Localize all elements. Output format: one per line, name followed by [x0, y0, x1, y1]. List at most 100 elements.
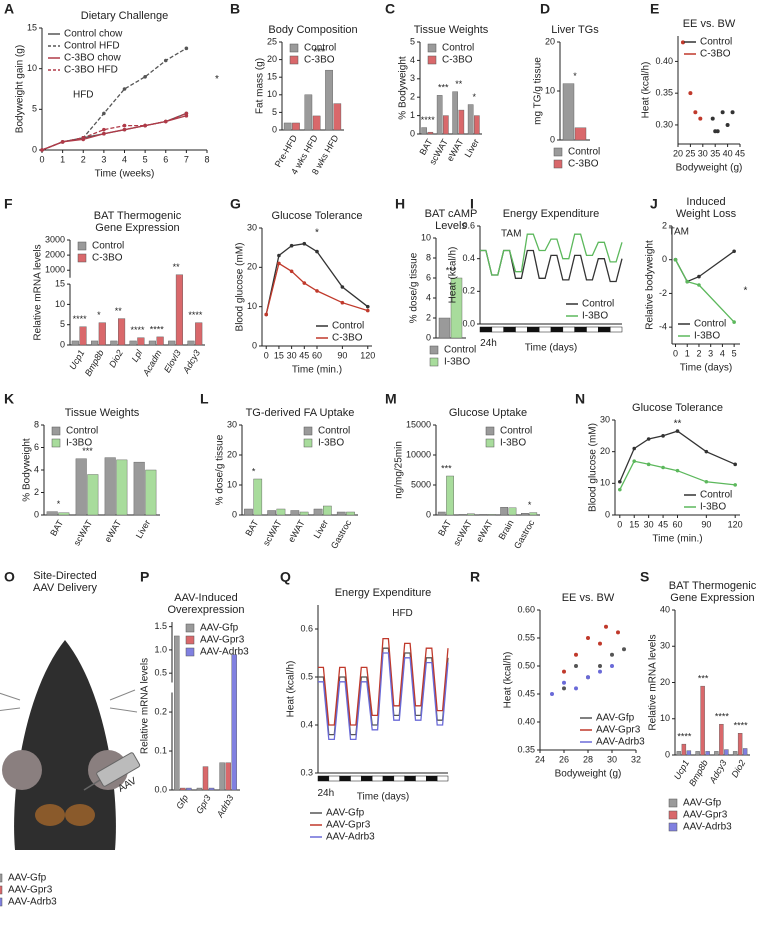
series-point — [81, 136, 86, 140]
bar — [700, 685, 705, 756]
series-point — [289, 243, 294, 248]
bar — [225, 762, 231, 791]
x-axis-label: Time (days) — [680, 363, 732, 374]
significance: * — [57, 499, 61, 509]
x-tick-label: Gastroc — [512, 518, 537, 551]
y-tick-label: 0.5 — [300, 671, 313, 681]
series-point — [704, 479, 709, 484]
annotation: TAM — [669, 227, 689, 238]
panel-letter: F — [4, 196, 13, 212]
bar — [145, 469, 157, 516]
y-axis-label: Blood glucose (mM) — [235, 243, 246, 332]
y-tick-label: 3000 — [45, 234, 65, 244]
chart-title: Glucose Tolerance — [272, 210, 363, 222]
y-tick-label: 0.2 — [154, 706, 167, 716]
y-tick-label: 0.0 — [462, 318, 475, 328]
bar — [75, 458, 87, 516]
y-tick-label: 0.4 — [462, 253, 475, 263]
chart-title: BAT Thermogenic — [669, 580, 757, 592]
legend-swatch — [553, 159, 563, 169]
series-point — [675, 429, 680, 433]
bar — [312, 115, 321, 131]
scatter-point — [616, 630, 620, 635]
bar — [290, 510, 300, 516]
y-tick-label: 2 — [662, 220, 667, 230]
legend-swatch — [553, 147, 563, 157]
chart-title: Liver TGs — [551, 24, 599, 36]
panel-letter: A — [4, 1, 14, 17]
x-tick-label: eWAT — [445, 137, 466, 163]
y-tick-label: 10 — [421, 232, 431, 242]
chart-title: EE vs. BW — [562, 592, 615, 604]
chart-title: TG-derived FA Uptake — [246, 407, 355, 419]
legend-label: I-3BO — [700, 502, 726, 513]
series-point — [340, 300, 345, 305]
legend-label: I-3BO — [582, 311, 608, 322]
series-point — [277, 261, 281, 266]
panel-letter: Q — [280, 569, 291, 585]
legend-label: AAV-Gfp — [326, 808, 365, 819]
legend-label: C-3BO — [700, 49, 731, 60]
series-point — [184, 111, 189, 116]
y-tick-label: 5000 — [411, 479, 431, 489]
x-tick-label: Gpr3 — [194, 793, 213, 815]
legend-swatch — [429, 345, 439, 355]
chart-title: Glucose Uptake — [449, 407, 527, 419]
scatter-point — [610, 664, 614, 668]
y-tick-label: 5 — [410, 36, 415, 46]
y-tick-label: 0.4 — [300, 719, 313, 729]
legend-label: Control — [568, 147, 600, 158]
legend-label: C-3BO — [568, 159, 599, 170]
legend-swatch — [185, 623, 195, 633]
scatter-point — [574, 686, 578, 691]
y-tick-label: 0 — [605, 509, 610, 519]
x-tick-label: scWAT — [72, 518, 95, 548]
series-point — [646, 462, 651, 467]
light-dark-bar — [562, 326, 575, 333]
light-dark-bar — [426, 775, 438, 782]
series-point — [315, 249, 319, 254]
legend-label: AAV-Gpr3 — [326, 820, 371, 831]
y-tick-label: 0.35 — [517, 744, 535, 754]
bar — [437, 511, 446, 516]
scatter-point — [562, 669, 566, 674]
scatter-point — [725, 122, 730, 127]
x-tick-label: 6 — [163, 154, 168, 164]
chart-title: BAT Thermogenic — [94, 210, 182, 222]
y-tick-label: -2 — [659, 288, 667, 298]
y-tick-label: 10 — [227, 479, 237, 489]
scatter-point — [586, 636, 590, 640]
legend-label: Control — [694, 319, 726, 330]
scatter-point — [688, 91, 693, 96]
bar — [276, 508, 286, 516]
y-tick-label: 0 — [34, 509, 39, 519]
light-dark-bar — [503, 326, 516, 333]
x-axis-label: Time (days) — [357, 792, 409, 803]
legend-swatch — [303, 438, 313, 448]
y-tick-label: 0.60 — [517, 604, 535, 614]
scatter-point — [562, 686, 566, 691]
y-axis-label: % Bodyweight — [22, 438, 33, 502]
legend-swatch — [289, 55, 299, 65]
y-axis-label: Heat (kcal/h) — [503, 652, 514, 709]
scatter-point — [598, 669, 602, 674]
bar — [421, 127, 427, 135]
y-axis-label: Relative bodyweight — [645, 240, 656, 330]
scatter-point — [698, 116, 703, 121]
bar — [180, 787, 186, 791]
scatter-point — [598, 664, 602, 668]
panel-letter: N — [575, 391, 585, 407]
bar — [508, 507, 517, 516]
bar — [208, 787, 215, 791]
x-tick-label: Gfp — [174, 793, 190, 811]
legend-label: C-3BO — [304, 55, 335, 66]
significance: **** — [677, 732, 692, 742]
series-point — [732, 249, 736, 254]
legend-swatch — [289, 43, 299, 53]
bar — [46, 511, 58, 516]
bar — [118, 318, 126, 346]
y-tick-label: 25 — [267, 36, 277, 46]
bar — [196, 787, 203, 791]
scatter-point — [598, 641, 602, 646]
x-tick-label: Liver — [463, 137, 481, 159]
